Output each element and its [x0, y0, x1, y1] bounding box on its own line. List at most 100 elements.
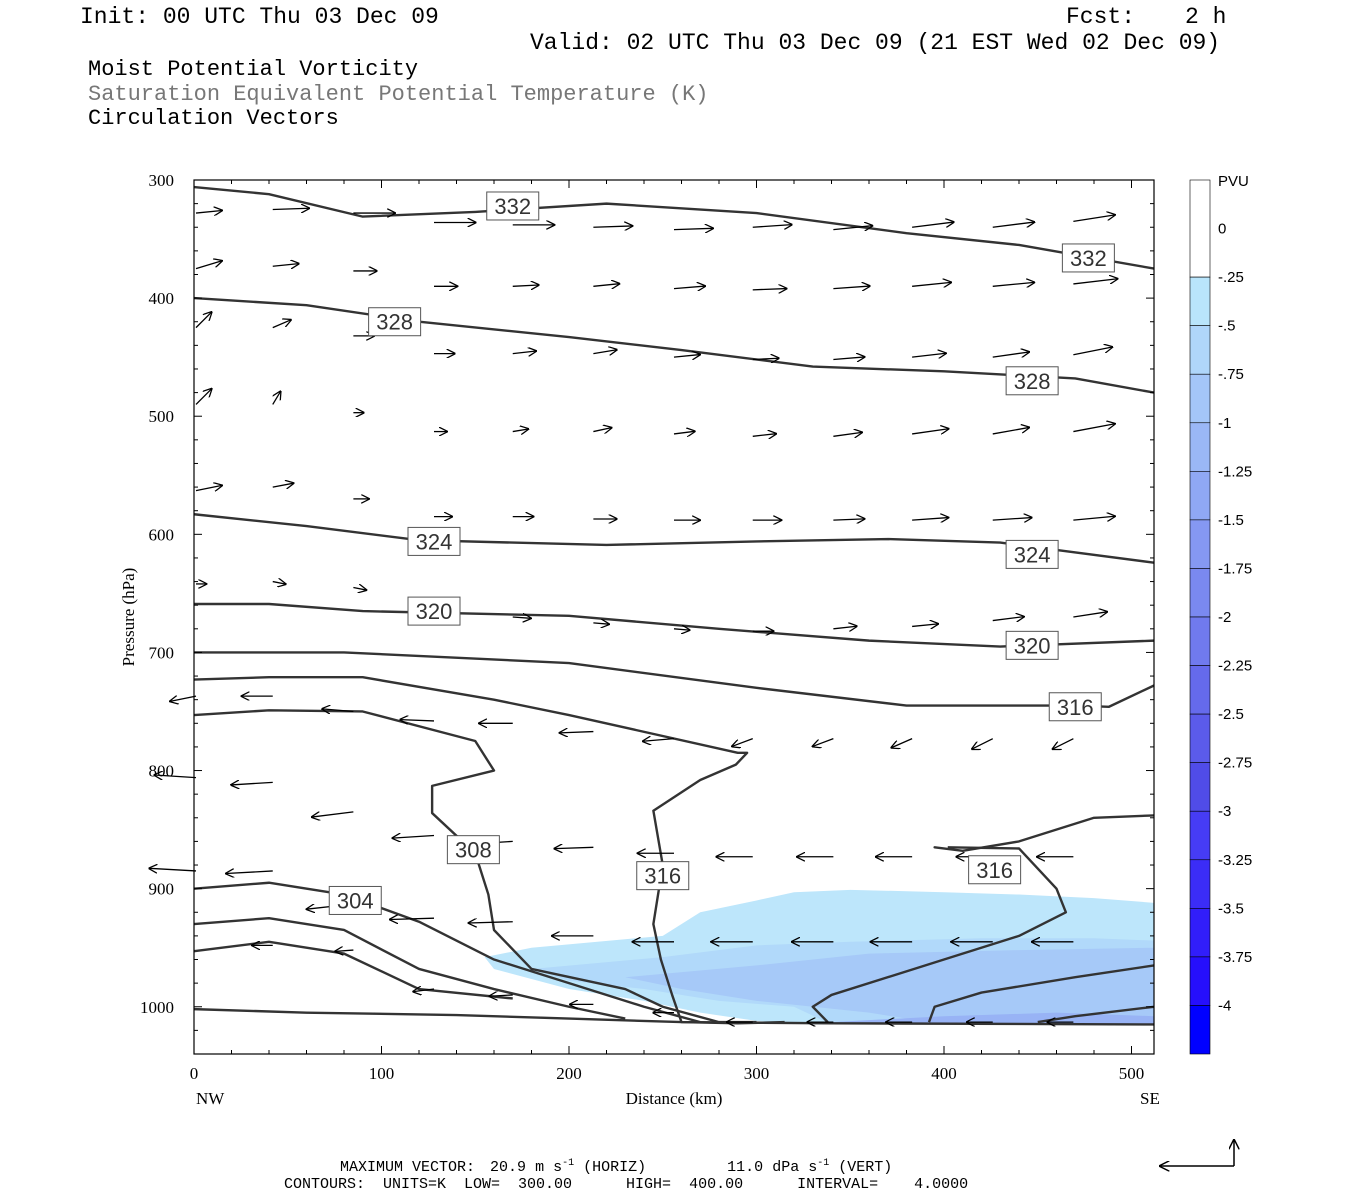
field-title-theta-es: Saturation Equivalent Potential Temperat… — [88, 82, 709, 107]
contour-label-text: 316 — [1057, 695, 1094, 720]
circulation-vector — [593, 226, 632, 227]
circulation-vector — [912, 429, 948, 435]
contour-line-sfc — [193, 1007, 1155, 1026]
contour-line-300 — [193, 916, 626, 1020]
x-end-label-nw: NW — [196, 1089, 225, 1108]
circulation-vector — [752, 289, 787, 290]
contour-label-332: 332 — [1061, 243, 1115, 273]
circulation-vector — [392, 836, 435, 839]
y-tick-label: 1000 — [140, 998, 174, 1017]
contour-line-332 — [193, 185, 1155, 270]
colorbar-swatch — [1189, 1005, 1211, 1055]
contour-label-text: 316 — [976, 858, 1013, 883]
colorbar-swatch — [1189, 373, 1211, 424]
circulation-vector — [992, 427, 1029, 435]
circulation-vector — [972, 738, 994, 749]
pv-shade--0.75 — [625, 947, 1154, 1025]
colorbar-swatch — [1189, 810, 1211, 861]
contour-label-324: 324 — [1005, 539, 1059, 569]
contour-info-line: CONTOURS: UNITS=K LOW= 300.00 HIGH= 400.… — [284, 1176, 969, 1193]
circulation-vector — [231, 782, 273, 785]
init-time: Init: 00 UTC Thu 03 Dec 09 — [80, 4, 439, 30]
contour-label-box — [1005, 630, 1059, 660]
y-tick-label: 400 — [149, 289, 175, 308]
colorbar-swatch — [1189, 956, 1211, 1006]
circulation-vector — [272, 391, 281, 405]
max-vector-line: MAXIMUM VECTOR: 20.9 m s-1 (HORIZ) 11.0 … — [340, 1158, 892, 1176]
y-tick-label: 300 — [149, 171, 175, 190]
contour-label-text: 308 — [455, 838, 492, 863]
circulation-vector — [1073, 612, 1107, 618]
circulation-vector — [992, 282, 1035, 286]
x-tick-label: 500 — [1119, 1064, 1145, 1083]
colorbar-label: -1 — [1218, 415, 1231, 432]
colorbar-label: -.25 — [1218, 269, 1244, 286]
circulation-vector — [1073, 215, 1115, 222]
circulation-vector — [390, 918, 435, 919]
max-vector-label: MAXIMUM VECTOR: — [340, 1159, 476, 1176]
y-tick-label: 800 — [149, 762, 175, 781]
circulation-vector — [226, 871, 273, 874]
circulation-vector — [752, 225, 792, 228]
circulation-vector — [312, 811, 354, 817]
colorbar-swatch — [1189, 179, 1211, 278]
circulation-vector — [833, 286, 869, 289]
colorbar-swatch — [1189, 276, 1211, 326]
colorbar-swatch — [1189, 568, 1211, 618]
axis-layer: 0 100 200 300 400 500 300 400 500 600 700 800 900 100… — [140, 171, 1154, 1083]
colorbar-swatch — [1189, 762, 1211, 812]
circulation-vector — [813, 738, 834, 747]
contour-line-316c — [811, 846, 1068, 1023]
circulation-vector — [912, 353, 946, 357]
colorbar-label: -2.25 — [1218, 658, 1252, 675]
circulation-vector — [593, 350, 616, 354]
x-tick-label: 0 — [190, 1064, 199, 1083]
contour-line-316 — [194, 651, 1155, 708]
field-title-vectors: Circulation Vectors — [88, 106, 339, 131]
forecast-hour: 2 h — [1185, 4, 1227, 30]
contour-label-304: 304 — [328, 885, 382, 915]
contour-line-316d — [933, 814, 1155, 853]
contour-label-box — [328, 885, 382, 915]
colorbar-swatch — [1189, 422, 1211, 472]
circulation-vector — [593, 623, 609, 624]
contour-label-328: 328 — [368, 307, 422, 337]
circulation-vector — [673, 629, 690, 630]
circulation-vector — [489, 995, 513, 996]
horiz-unit-exponent: -1 — [562, 1158, 575, 1169]
circulation-vector — [353, 587, 366, 590]
y-tick-label: 600 — [149, 525, 175, 544]
contour-label-box — [636, 861, 690, 891]
vert-unit: dPa s — [772, 1159, 818, 1176]
colorbar-swatch — [1189, 665, 1211, 715]
contour-label-320: 320 — [1005, 630, 1059, 660]
horiz-tag: (HORIZ) — [583, 1159, 647, 1176]
valid-time: Valid: 02 UTC Thu 03 Dec 09 (21 EST Wed … — [530, 30, 1221, 56]
circulation-vector — [272, 582, 286, 585]
contour-label-box — [1061, 243, 1115, 273]
vert-max-value: 11.0 — [727, 1159, 764, 1176]
contour-label-328: 328 — [1005, 366, 1059, 396]
circulation-vector — [195, 389, 212, 405]
contour-label-316: 316 — [968, 855, 1022, 885]
contour-label-text: 328 — [376, 310, 413, 335]
y-tick-label: 900 — [149, 880, 175, 899]
colorbar-swatch — [1189, 616, 1211, 666]
contour-label-text: 332 — [494, 194, 531, 219]
circulation-vector — [752, 434, 776, 437]
circulation-vector — [154, 775, 197, 778]
colorbar-label: -2.75 — [1218, 755, 1252, 772]
contour-line-312b — [927, 964, 1155, 1023]
contour-label-box — [1048, 692, 1102, 722]
vert-unit-exponent: -1 — [817, 1158, 830, 1169]
circulation-vector — [752, 358, 779, 359]
x-tick-label: 300 — [744, 1064, 770, 1083]
circulation-vector — [833, 519, 864, 520]
colorbar-label: -3.75 — [1218, 949, 1252, 966]
circulation-vector — [992, 352, 1029, 358]
circulation-vector — [992, 518, 1032, 521]
contour-label-box — [486, 191, 540, 221]
circulation-vector — [833, 226, 872, 230]
circulation-vector — [912, 282, 951, 286]
